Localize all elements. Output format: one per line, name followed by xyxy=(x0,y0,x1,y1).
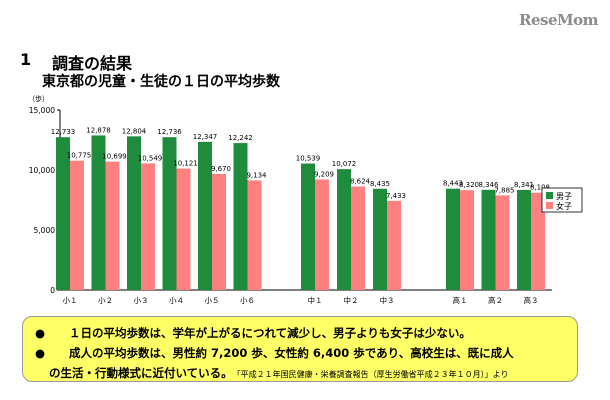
data-label-girls: 10,699 xyxy=(102,153,127,161)
x-tick-label: 中１ xyxy=(308,295,323,305)
data-label-boys: 12,878 xyxy=(86,126,111,134)
x-tick-label: 小４ xyxy=(169,296,184,305)
legend-label: 女子 xyxy=(556,201,572,211)
bar-boys xyxy=(56,137,70,290)
legend-label: 男子 xyxy=(556,192,572,201)
x-tick-label: 小６ xyxy=(240,296,255,305)
note-line-2: ● 成人の平均歩数は、男性約 7,200 歩、女性約 6,400 歩であり、高校生… xyxy=(35,343,565,363)
y-tick-label: 0 xyxy=(50,286,55,295)
data-label-boys: 8,346 xyxy=(478,181,499,189)
y-tick-label: 15,000 xyxy=(29,106,55,115)
data-label-boys: 8,341 xyxy=(514,181,534,189)
legend-swatch xyxy=(546,192,553,199)
x-tick-label: 小３ xyxy=(134,296,149,305)
data-label-boys: 12,347 xyxy=(193,133,218,141)
data-label-boys: 10,539 xyxy=(296,155,321,163)
bar-boys xyxy=(233,143,248,290)
bar-girls xyxy=(315,179,329,290)
data-label-girls: 10,549 xyxy=(138,154,163,162)
bar-girls xyxy=(176,168,191,290)
data-label-girls: 9,209 xyxy=(314,170,334,178)
x-tick-label: 中２ xyxy=(344,295,359,305)
bar-boys xyxy=(373,188,387,290)
bar-girls xyxy=(495,195,510,290)
data-label-boys: 8,435 xyxy=(370,180,390,188)
bullet-icon: ● xyxy=(35,346,46,360)
x-tick-label: 小２ xyxy=(98,296,113,305)
data-label-girls: 8,108 xyxy=(530,184,550,192)
data-label-girls: 10,121 xyxy=(173,160,198,168)
bar-girls xyxy=(105,161,120,290)
note-line-1: ● １日の平均歩数は、学年が上がるにつれて減少し、男子よりも女子は少ない。 xyxy=(35,323,565,343)
bar-girls xyxy=(351,186,365,290)
bar-boys xyxy=(162,137,177,290)
bar-girls xyxy=(460,190,474,290)
chart-subtitle: 東京都の児童・生徒の１日の平均歩数 xyxy=(42,74,280,90)
bar-girls xyxy=(212,173,226,290)
resemom-logo: ReseMom xyxy=(519,11,598,29)
x-tick-label: 高１ xyxy=(453,295,468,305)
note-source: 「平成２１年国民健康・栄養調査報告（厚生労働省平成２３年１０月）」より xyxy=(236,370,509,379)
x-tick-label: 小５ xyxy=(205,296,220,305)
note-text-1: １日の平均歩数は、学年が上がるにつれて減少し、男子よりも女子は少ない。 xyxy=(69,326,471,340)
y-tick-label: 5,000 xyxy=(34,226,56,235)
bar-boys xyxy=(446,188,460,290)
note-line-3: の生活・行動様式に近付いている。 「平成２１年国民健康・栄養調査報告（厚生労働省平… xyxy=(35,363,565,385)
data-label-boys: 12,733 xyxy=(51,128,76,136)
y-axis-label: （歩） xyxy=(28,94,49,103)
section-title: 調査の結果 xyxy=(52,54,133,73)
x-tick-label: 中３ xyxy=(380,295,395,305)
data-label-girls: 8,320 xyxy=(459,181,479,189)
bar-boys xyxy=(481,189,496,290)
x-tick-label: 小１ xyxy=(63,296,78,305)
bar-boys xyxy=(198,141,212,290)
bar-girls xyxy=(387,200,401,290)
data-label-boys: 12,804 xyxy=(122,127,147,135)
bar-boys xyxy=(91,135,106,290)
section-number: 1 xyxy=(20,50,32,69)
summary-note-box: ● １日の平均歩数は、学年が上がるにつれて減少し、男子よりも女子は少ない。 ● 成人… xyxy=(22,316,578,382)
bar-boys xyxy=(301,163,315,290)
note-text-2: 成人の平均歩数は、男性約 7,200 歩、女性約 6,400 歩であり、高校生は… xyxy=(69,346,514,360)
bar-girls xyxy=(247,180,262,290)
x-tick-label: 高２ xyxy=(488,295,503,305)
data-label-boys: 10,072 xyxy=(332,160,357,168)
data-label-girls: 9,670 xyxy=(211,165,231,173)
data-label-girls: 10,775 xyxy=(67,152,92,160)
bar-boys xyxy=(127,136,141,290)
bar-girls xyxy=(141,163,155,290)
bar-boys xyxy=(517,189,531,290)
bar-boys xyxy=(337,169,351,290)
legend-swatch xyxy=(546,202,553,209)
bar-girls xyxy=(531,192,545,290)
data-label-girls: 8,624 xyxy=(350,178,371,186)
bar-chart: （歩） 0 5,000 10,000 15,000 12,733 10,775 小１ 12,87… xyxy=(28,94,583,305)
data-label-boys: 12,242 xyxy=(228,134,253,142)
bar-girls xyxy=(70,160,84,290)
data-label-girls: 7,885 xyxy=(494,186,514,194)
data-label-boys: 12,736 xyxy=(157,128,182,136)
data-label-girls: 9,134 xyxy=(246,171,267,179)
note-text-3: の生活・行動様式に近付いている。 xyxy=(49,366,233,380)
data-label-boys: 8,443 xyxy=(443,180,463,188)
bullet-icon: ● xyxy=(35,326,46,340)
x-tick-label: 高３ xyxy=(524,295,539,305)
y-tick-label: 10,000 xyxy=(29,166,55,175)
data-label-girls: 7,433 xyxy=(386,192,406,200)
